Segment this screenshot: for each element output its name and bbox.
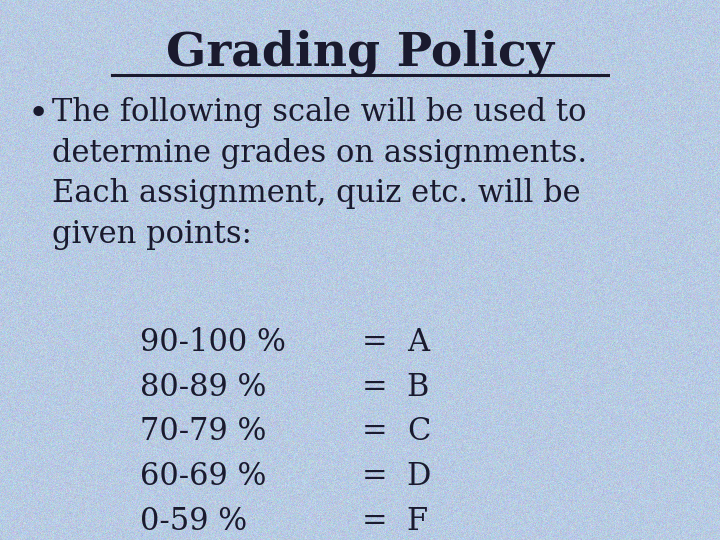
Text: 0-59 %: 0-59 % — [140, 506, 248, 537]
Text: A: A — [407, 327, 429, 357]
Text: =: = — [361, 506, 387, 537]
Text: 60-69 %: 60-69 % — [140, 461, 267, 492]
Text: Each assignment, quiz etc. will be: Each assignment, quiz etc. will be — [52, 178, 580, 209]
Text: The following scale will be used to: The following scale will be used to — [52, 97, 586, 128]
Text: determine grades on assignments.: determine grades on assignments. — [52, 138, 587, 168]
Text: given points:: given points: — [52, 219, 252, 249]
Text: •: • — [27, 97, 49, 131]
Text: D: D — [407, 461, 431, 492]
Text: Grading Policy: Grading Policy — [166, 30, 554, 76]
Text: 80-89 %: 80-89 % — [140, 372, 267, 402]
Text: =: = — [361, 461, 387, 492]
Text: =: = — [361, 416, 387, 447]
Text: B: B — [407, 372, 429, 402]
Text: =: = — [361, 372, 387, 402]
Text: 90-100 %: 90-100 % — [140, 327, 287, 357]
Text: =: = — [361, 327, 387, 357]
Text: F: F — [407, 506, 428, 537]
Text: 70-79 %: 70-79 % — [140, 416, 267, 447]
Text: C: C — [407, 416, 430, 447]
